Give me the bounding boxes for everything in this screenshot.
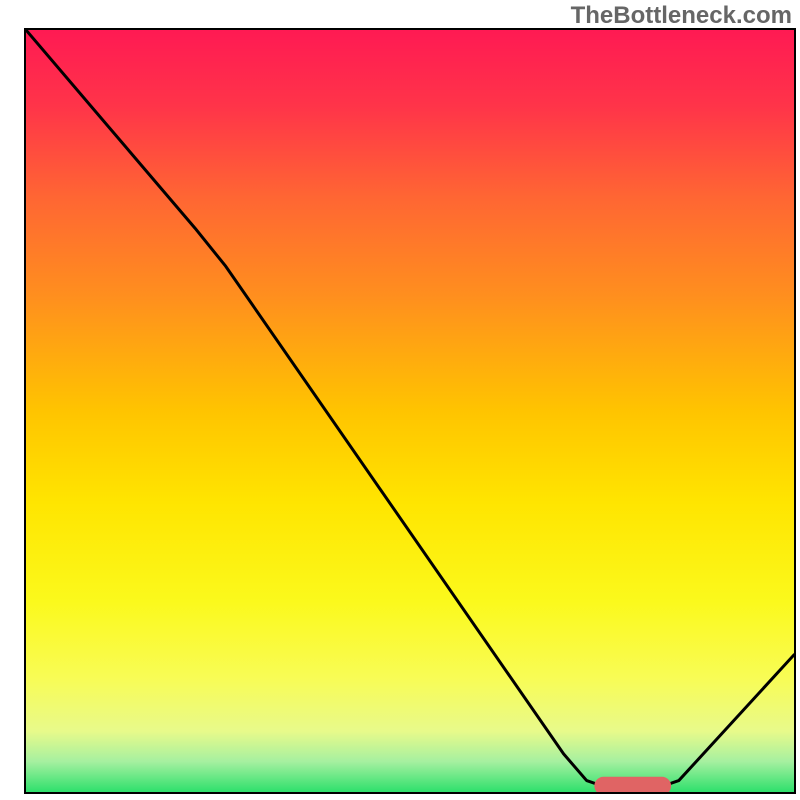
plot-area [24,28,796,794]
optimal-range-marker [594,777,671,792]
chart-svg [26,30,794,792]
chart-container: TheBottleneck.com [0,0,800,800]
watermark-text: TheBottleneck.com [571,2,792,30]
gradient-background [26,30,794,792]
